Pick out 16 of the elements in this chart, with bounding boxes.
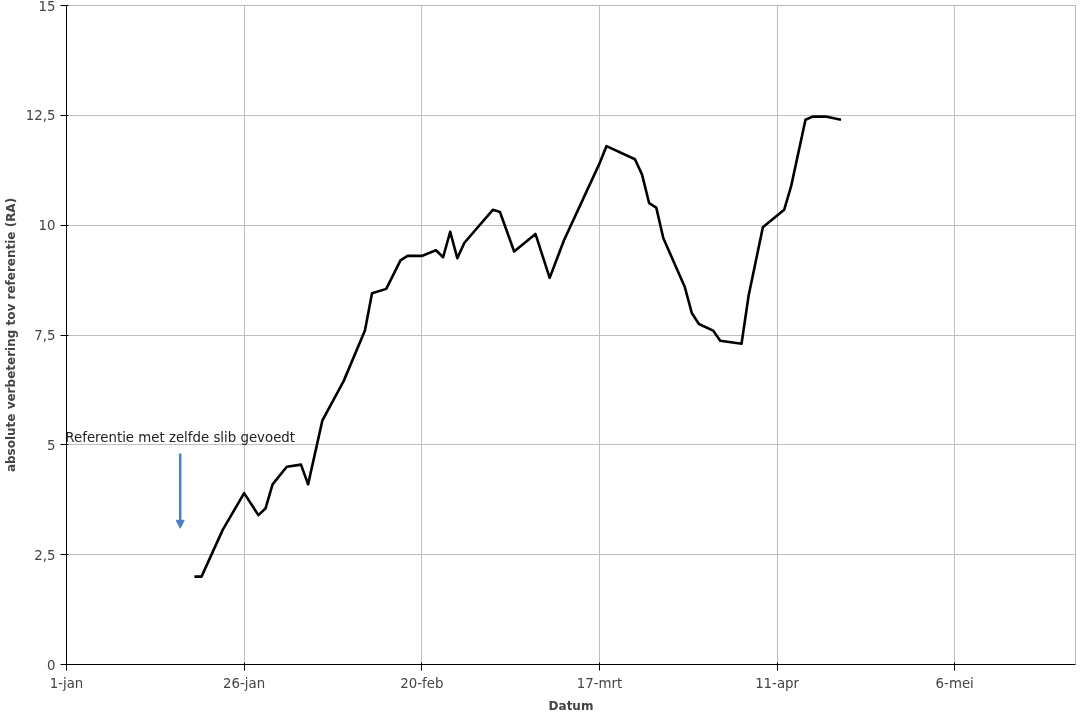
x-tick-label: 11-apr: [755, 675, 800, 691]
y-tick-label: 15: [38, 0, 56, 14]
annotation: Referentie met zelfde slib gevoedt: [65, 429, 296, 445]
y-tick-label: 12,5: [25, 108, 56, 124]
y-tick-label: 7,5: [34, 328, 56, 343]
y-axis-title: absolute verbetering tov referentie (RA): [3, 197, 18, 473]
x-tick-label: 6-mei: [935, 675, 974, 691]
x-tick-label: 26-jan: [223, 675, 266, 691]
x-tick-label: 17-mrt: [576, 675, 623, 691]
x-tick-label: 20-feb: [400, 675, 444, 691]
y-tick-label: 10: [38, 218, 56, 234]
x-axis-title: Datum: [548, 698, 594, 713]
y-tick-label: 2,5: [34, 547, 56, 563]
y-tick-label: 0: [47, 657, 56, 673]
x-tick-label: 1-jan: [49, 675, 84, 691]
y-tick-label: 5: [47, 437, 56, 453]
